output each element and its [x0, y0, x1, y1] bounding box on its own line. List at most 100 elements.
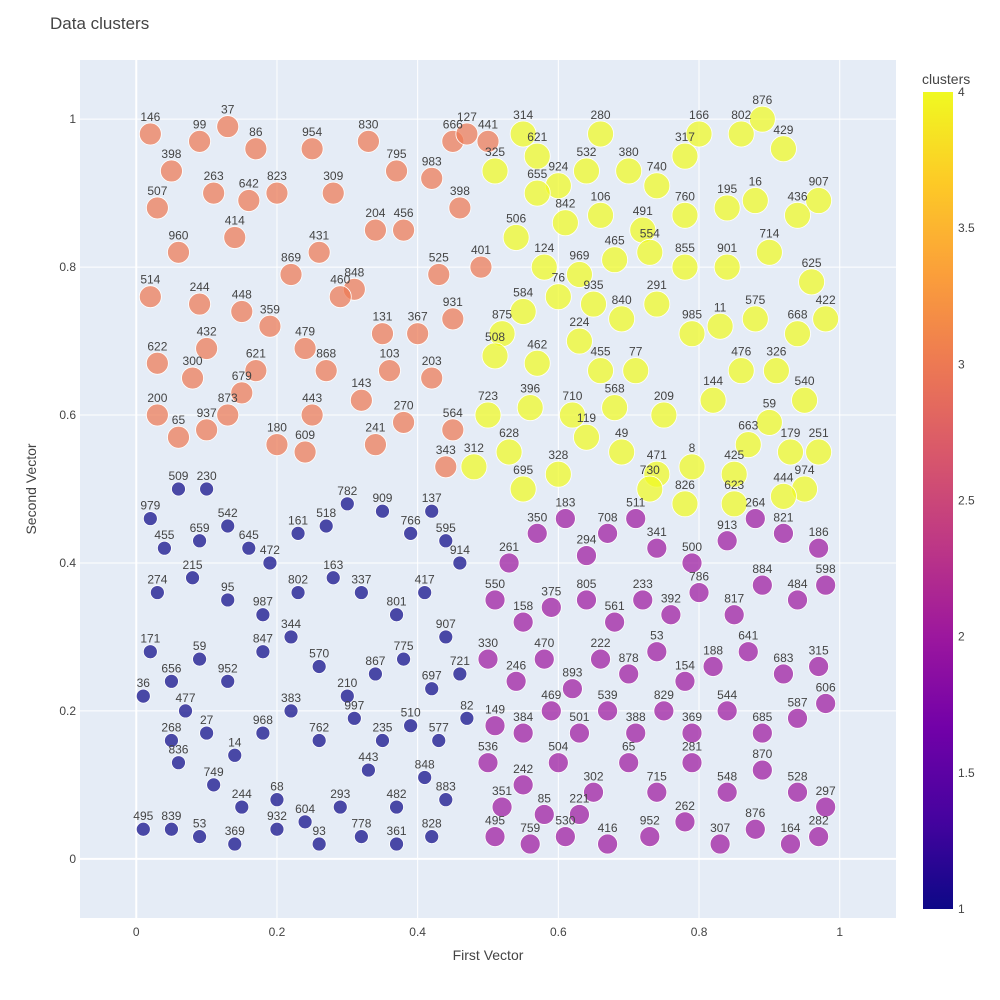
- scatter-point[interactable]: [269, 821, 285, 837]
- scatter-point[interactable]: [375, 733, 390, 748]
- scatter-point[interactable]: [751, 574, 773, 596]
- scatter-point[interactable]: [328, 285, 352, 309]
- scatter-point[interactable]: [255, 607, 271, 623]
- scatter-point[interactable]: [481, 157, 509, 185]
- scatter-point[interactable]: [502, 224, 530, 251]
- scatter-point[interactable]: [164, 821, 179, 837]
- scatter-point[interactable]: [452, 555, 468, 571]
- scatter-point[interactable]: [569, 804, 590, 825]
- scatter-point[interactable]: [339, 496, 355, 512]
- scatter-point[interactable]: [815, 796, 837, 818]
- scatter-point[interactable]: [311, 836, 327, 852]
- scatter-point[interactable]: [452, 666, 468, 682]
- scatter-point[interactable]: [643, 290, 671, 318]
- scatter-point[interactable]: [646, 537, 668, 559]
- scatter-point[interactable]: [325, 570, 341, 586]
- scatter-point[interactable]: [311, 659, 327, 674]
- scatter-point[interactable]: [674, 811, 696, 833]
- scatter-point[interactable]: [495, 438, 523, 466]
- scatter-point[interactable]: [441, 307, 465, 331]
- scatter-point[interactable]: [300, 137, 324, 161]
- scatter-point[interactable]: [685, 120, 713, 148]
- scatter-point[interactable]: [293, 337, 317, 360]
- scatter-point[interactable]: [283, 703, 299, 719]
- scatter-point[interactable]: [678, 320, 706, 348]
- scatter-point[interactable]: [142, 644, 158, 660]
- scatter-point[interactable]: [188, 129, 211, 153]
- scatter-point[interactable]: [716, 700, 738, 722]
- scatter-point[interactable]: [234, 799, 250, 815]
- scatter-point[interactable]: [625, 722, 647, 744]
- scatter-point[interactable]: [787, 589, 808, 611]
- scatter-point[interactable]: [145, 403, 169, 427]
- scatter-point[interactable]: [227, 836, 243, 852]
- scatter-point[interactable]: [293, 440, 317, 464]
- scatter-point[interactable]: [300, 403, 324, 427]
- scatter-point[interactable]: [262, 555, 278, 571]
- scatter-point[interactable]: [385, 159, 408, 183]
- scatter-point[interactable]: [353, 585, 369, 600]
- scatter-point[interactable]: [723, 604, 745, 626]
- scatter-point[interactable]: [258, 314, 282, 338]
- scatter-point[interactable]: [438, 629, 454, 645]
- scatter-point[interactable]: [671, 490, 699, 518]
- scatter-point[interactable]: [636, 475, 664, 503]
- scatter-point[interactable]: [590, 648, 611, 670]
- scatter-point[interactable]: [199, 725, 215, 741]
- scatter-point[interactable]: [533, 804, 555, 825]
- scatter-point[interactable]: [709, 833, 731, 855]
- scatter-point[interactable]: [145, 196, 169, 220]
- scatter-point[interactable]: [587, 201, 614, 229]
- scatter-point[interactable]: [573, 157, 600, 185]
- scatter-point[interactable]: [713, 194, 741, 222]
- scatter-point[interactable]: [171, 755, 186, 771]
- scatter-point[interactable]: [474, 401, 502, 429]
- scatter-point[interactable]: [787, 781, 808, 803]
- scatter-point[interactable]: [185, 570, 200, 586]
- scatter-point[interactable]: [241, 540, 257, 556]
- scatter-point[interactable]: [481, 342, 509, 370]
- scatter-point[interactable]: [145, 351, 169, 375]
- scatter-point[interactable]: [138, 285, 162, 309]
- scatter-point[interactable]: [646, 641, 668, 663]
- scatter-point[interactable]: [361, 762, 376, 778]
- scatter-point[interactable]: [751, 759, 773, 781]
- scatter-point[interactable]: [533, 648, 555, 670]
- scatter-point[interactable]: [420, 366, 444, 390]
- scatter-point[interactable]: [523, 179, 551, 207]
- scatter-point[interactable]: [220, 592, 236, 608]
- scatter-point[interactable]: [727, 120, 755, 148]
- scatter-point[interactable]: [403, 525, 419, 541]
- scatter-point[interactable]: [491, 796, 513, 818]
- scatter-point[interactable]: [559, 401, 586, 429]
- scatter-point[interactable]: [716, 530, 738, 552]
- scatter-point[interactable]: [484, 826, 506, 848]
- scatter-point[interactable]: [346, 710, 362, 726]
- scatter-point[interactable]: [734, 431, 762, 459]
- scatter-point[interactable]: [773, 522, 794, 544]
- scatter-point[interactable]: [601, 246, 629, 274]
- scatter-point[interactable]: [318, 518, 334, 534]
- scatter-point[interactable]: [157, 540, 172, 556]
- scatter-point[interactable]: [812, 305, 840, 333]
- scatter-point[interactable]: [279, 263, 303, 286]
- scatter-point[interactable]: [604, 611, 626, 633]
- scatter-point[interactable]: [188, 292, 211, 316]
- scatter-point[interactable]: [770, 135, 797, 163]
- scatter-point[interactable]: [406, 322, 430, 346]
- scatter-point[interactable]: [230, 381, 254, 405]
- scatter-point[interactable]: [283, 629, 299, 645]
- scatter-point[interactable]: [178, 703, 193, 719]
- scatter-point[interactable]: [526, 522, 548, 544]
- scatter-point[interactable]: [523, 142, 551, 170]
- scatter-point[interactable]: [798, 268, 825, 296]
- scatter-point[interactable]: [744, 508, 766, 529]
- scatter-point[interactable]: [576, 545, 597, 566]
- scatter-point[interactable]: [192, 651, 207, 667]
- scatter-point[interactable]: [469, 255, 493, 279]
- scatter-point[interactable]: [290, 585, 306, 600]
- scatter-point[interactable]: [562, 678, 583, 700]
- scatter-point[interactable]: [569, 722, 590, 744]
- scatter-point[interactable]: [181, 366, 204, 390]
- scatter-point[interactable]: [269, 792, 285, 808]
